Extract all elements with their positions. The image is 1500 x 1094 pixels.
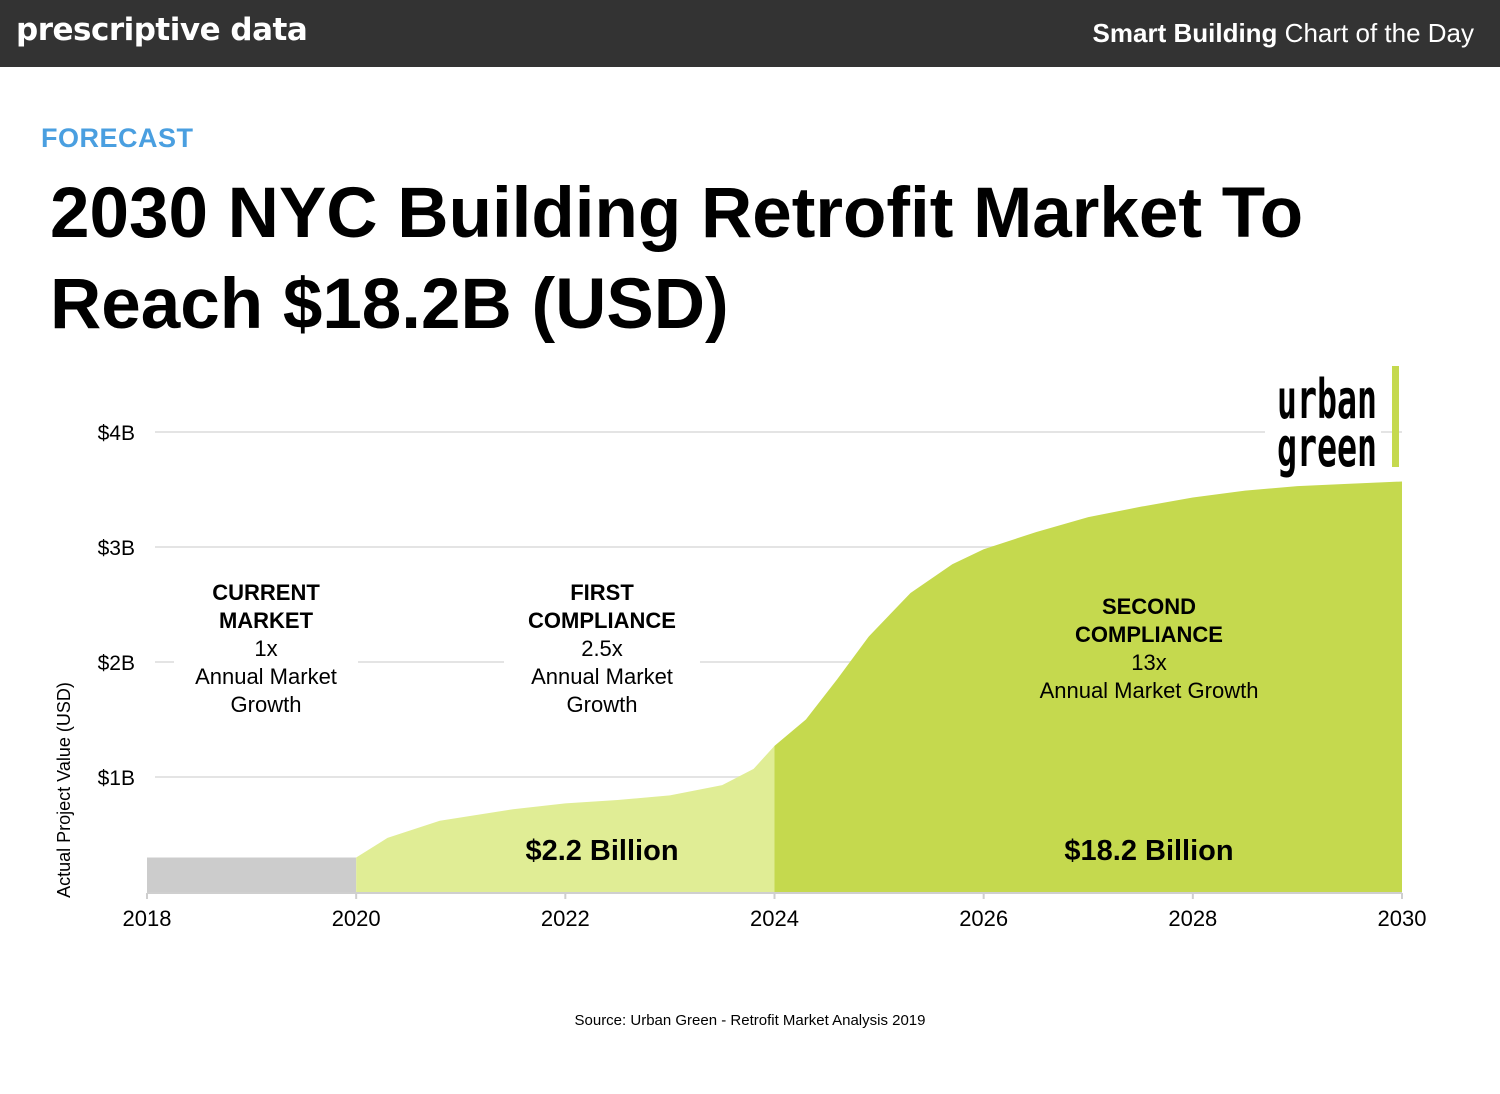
annotation-second-line-3: Annual Market Growth	[1040, 678, 1259, 703]
logo-line-2: green	[1277, 416, 1377, 479]
annotation-current-line-3: Annual Market	[195, 664, 337, 689]
annotation-current-line-0: CURRENT	[212, 580, 320, 605]
annotation-current-line-1: MARKET	[219, 608, 314, 633]
annotation-first-line-1: COMPLIANCE	[528, 608, 676, 633]
y-tick-1B: $1B	[98, 767, 135, 790]
page-title: 2030 NYC Building Retrofit Market To Rea…	[50, 174, 1304, 344]
area-second	[774, 481, 1402, 892]
x-tick-2018: 2018	[123, 906, 172, 931]
y-axis-label: Actual Project Value (USD)	[54, 682, 74, 898]
y-tick-labels: $1B $2B $3B $4B	[98, 422, 135, 790]
y-tick-4B: $4B	[98, 422, 135, 445]
brand-logo: prescriptive data	[16, 12, 308, 48]
source-note: Source: Urban Green - Retrofit Market An…	[574, 1012, 926, 1029]
y-tick-2B: $2B	[98, 652, 135, 675]
logo-line-1: urban	[1277, 368, 1377, 431]
x-tick-2030: 2030	[1378, 906, 1427, 931]
x-tick-2020: 2020	[332, 906, 381, 931]
area-current	[147, 857, 357, 892]
phase-totals: $2.2 Billion $18.2 Billion	[525, 835, 1233, 867]
series-title-rest: Chart of the Day	[1277, 18, 1474, 48]
series-title-bold: Smart Building	[1092, 18, 1278, 48]
x-tick-2028: 2028	[1168, 906, 1217, 931]
phase-annotations: CURRENT MARKET 1x Annual Market Growth FIRST C…	[174, 575, 1258, 725]
series-title: Smart Building Chart of the Day	[1093, 18, 1474, 49]
x-tick-labels: 2018 2020 2022 2024 2026 2028 2030	[123, 893, 1427, 931]
area-first	[356, 745, 775, 892]
y-tick-3B: $3B	[98, 537, 135, 560]
urban-green-logo: urban green	[1265, 366, 1399, 479]
kicker-label: FORECAST	[41, 123, 194, 153]
total-label-first: $2.2 Billion	[525, 835, 678, 867]
annotation-backdrop-first	[504, 575, 700, 725]
top-bar: prescriptive data Smart Building Chart o…	[0, 0, 1500, 67]
x-tick-2026: 2026	[959, 906, 1008, 931]
annotation-current-line-2: 1x	[254, 636, 277, 661]
annotation-first-line-0: FIRST	[570, 580, 634, 605]
x-tick-2022: 2022	[541, 906, 590, 931]
annotation-backdrop-current	[174, 575, 358, 725]
annotation-second-line-2: 13x	[1131, 650, 1166, 675]
logo-accent-bar	[1392, 366, 1399, 467]
annotation-first-line-4: Growth	[567, 692, 638, 717]
x-tick-2024: 2024	[750, 906, 799, 931]
logo-background	[1265, 368, 1381, 470]
area-series	[147, 481, 1402, 894]
retrofit-market-chart: $1B $2B $3B $4B 2018 2020 2022 2024 2026 2028 203…	[54, 366, 1427, 931]
annotation-current-line-4: Growth	[231, 692, 302, 717]
annotation-second-line-1: COMPLIANCE	[1075, 622, 1223, 647]
annotation-second-line-0: SECOND	[1102, 594, 1196, 619]
annotation-first-line-2: 2.5x	[581, 636, 623, 661]
annotation-first-line-3: Annual Market	[531, 664, 673, 689]
total-label-second: $18.2 Billion	[1064, 835, 1233, 867]
